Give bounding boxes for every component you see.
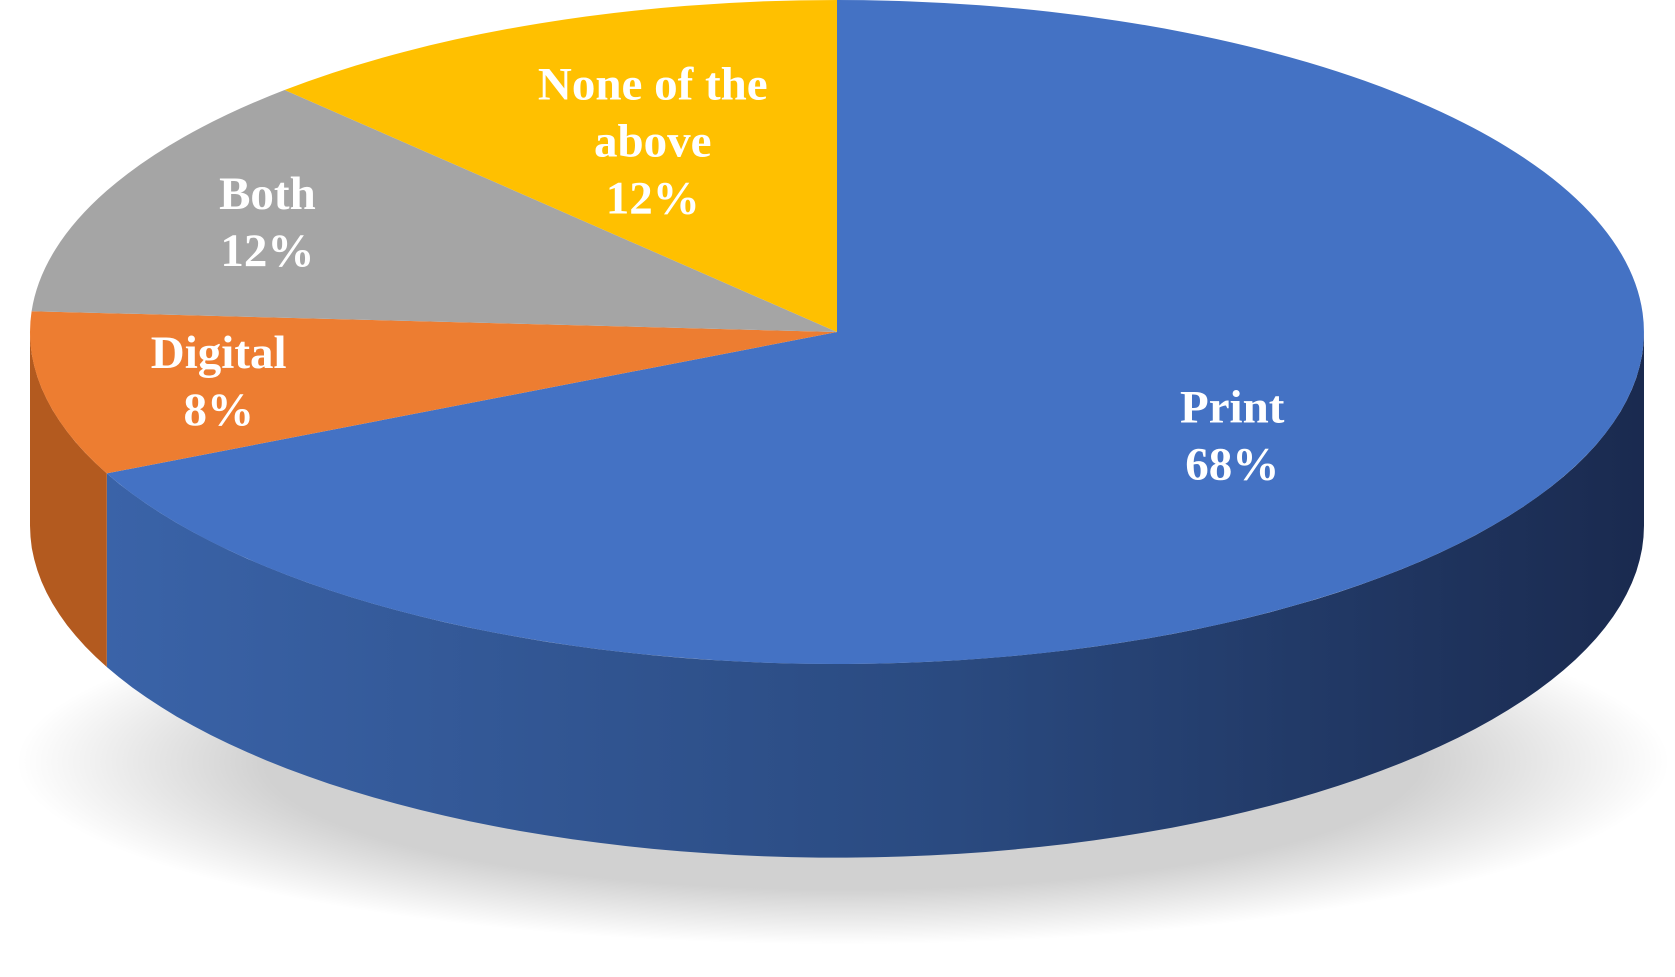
pie-label-digital: Digital 8% [151, 327, 287, 436]
pie-label-both: Both 12% [219, 168, 316, 277]
pie-slice-print [106, 0, 1644, 665]
pie-side-digital [30, 332, 107, 667]
pie-label-print: Print 68% [1180, 382, 1285, 491]
pie-label-none-of-the-above: None of the above 12% [538, 59, 768, 225]
pie-side-print [106, 332, 1644, 858]
pie-slice-digital [30, 311, 837, 474]
pie-slice-both [31, 90, 838, 332]
pie-slice-none-of-the-above [284, 0, 838, 332]
